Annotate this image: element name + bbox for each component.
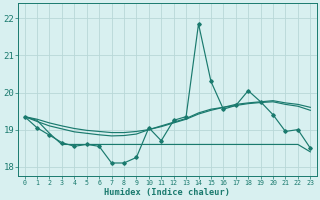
X-axis label: Humidex (Indice chaleur): Humidex (Indice chaleur) — [104, 188, 230, 197]
